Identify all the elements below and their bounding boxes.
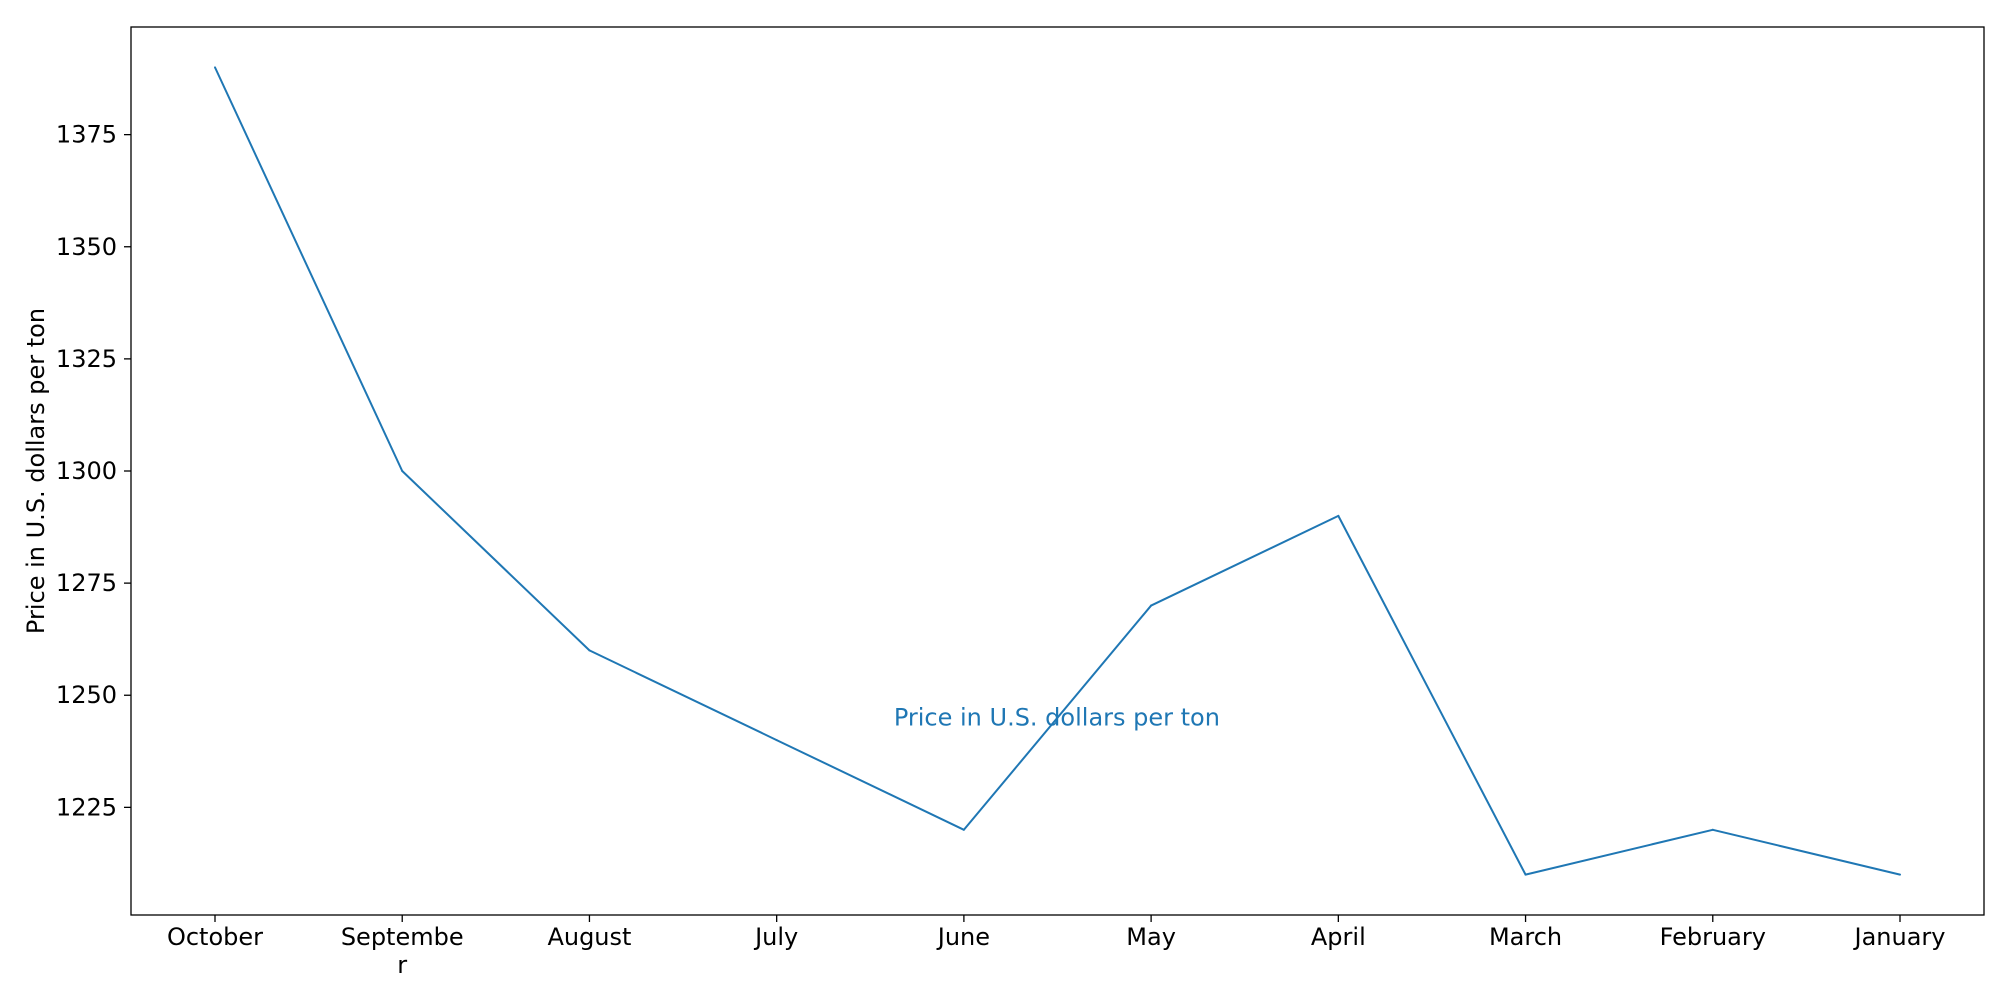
y-axis: 1225 1250 1275 1300 1325 1350 1375 — [56, 121, 131, 821]
x-tick-label-line: August — [547, 923, 631, 951]
y-tick-label: 1225 — [56, 793, 117, 821]
data-point — [1524, 873, 1527, 876]
x-tick-label-line: r — [397, 951, 407, 979]
x-tick-label: April — [1311, 923, 1366, 951]
x-axis: October Septembe r August July June May April Ma… — [167, 915, 1946, 979]
x-tick-label-line: March — [1489, 923, 1562, 951]
y-tick-label: 1375 — [56, 121, 117, 149]
x-tick-label: Septembe r — [341, 923, 464, 979]
data-point — [214, 66, 216, 69]
y-tick-label: 1300 — [56, 457, 117, 485]
data-point — [775, 739, 778, 742]
data-point — [1899, 873, 1901, 876]
x-tick-label: October — [167, 923, 263, 951]
y-axis-label: Price in U.S. dollars per ton — [22, 308, 50, 634]
x-tick-label-line: July — [753, 923, 798, 951]
data-point — [588, 649, 591, 652]
plot-area — [130, 26, 1985, 916]
x-tick-label: July — [753, 923, 798, 951]
x-tick-label: January — [1853, 923, 1946, 951]
y-tick-label: 1250 — [56, 681, 117, 709]
x-tick-label: March — [1489, 923, 1562, 951]
x-tick-label: August — [547, 923, 631, 951]
x-tick-label: May — [1126, 923, 1176, 951]
y-tick-label: 1350 — [56, 233, 117, 261]
x-tick-label: February — [1660, 923, 1766, 951]
x-tick-label-line: February — [1660, 923, 1766, 951]
series-layer — [214, 66, 1901, 876]
data-point — [1337, 514, 1340, 517]
series-line — [214, 66, 1901, 876]
x-tick-label-line: April — [1311, 923, 1366, 951]
x-tick-label-line: May — [1126, 923, 1176, 951]
chart-annotation: Price in U.S. dollars per ton — [894, 704, 1220, 732]
x-tick-label-line: Septembe — [341, 923, 464, 951]
x-tick-label-line: June — [936, 923, 990, 951]
data-point — [401, 470, 404, 472]
data-point — [962, 828, 965, 831]
x-tick-label: June — [936, 923, 990, 951]
y-tick-label: 1325 — [56, 345, 117, 373]
y-tick-label: 1275 — [56, 569, 117, 597]
data-point — [1711, 828, 1714, 831]
x-tick-label-line: October — [167, 923, 263, 951]
data-point — [1150, 604, 1153, 607]
x-tick-label-line: January — [1853, 923, 1946, 951]
